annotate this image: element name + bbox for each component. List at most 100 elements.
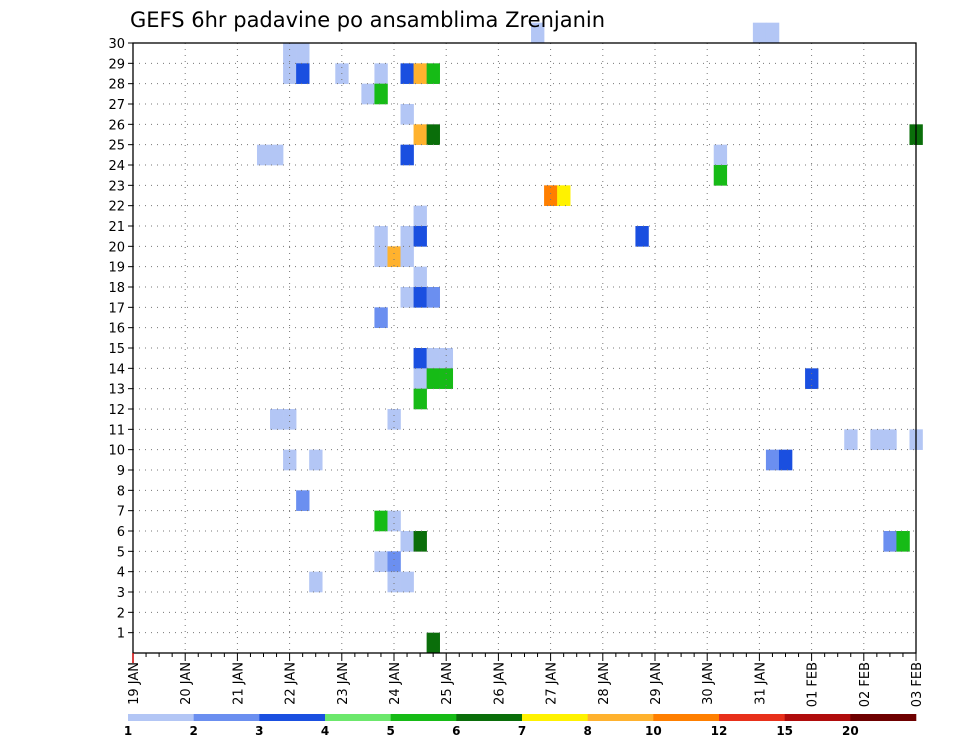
y-tick-label: 9	[117, 464, 125, 479]
x-tick-label: 25 JAN	[440, 662, 455, 705]
heatmap-cell	[256, 144, 271, 166]
heatmap-cell	[426, 63, 440, 84]
axis-ticks	[128, 42, 917, 663]
heatmap-cell	[361, 83, 375, 105]
y-tick-label: 13	[108, 383, 125, 398]
y-tick-label: 12	[108, 403, 125, 418]
heatmap-cell	[270, 409, 284, 430]
colorbar-swatch	[390, 714, 457, 721]
heatmap-cell	[544, 185, 558, 206]
heatmap-cell	[413, 287, 427, 308]
x-tick-label: 20 JAN	[179, 662, 194, 705]
heatmap-cell	[400, 571, 414, 593]
heatmap-cell	[413, 226, 427, 247]
heatmap-cell	[400, 144, 414, 166]
y-tick-label: 26	[108, 118, 125, 133]
colorbar-label: 5	[386, 724, 394, 738]
y-tick-label: 1	[117, 627, 125, 642]
y-tick-label: 10	[108, 444, 125, 459]
x-tick-label: 28 JAN	[597, 662, 612, 705]
heatmap-cell	[387, 409, 401, 430]
x-tick-label: 23 JAN	[336, 662, 351, 705]
heatmap-cell	[309, 449, 323, 471]
heatmap-cell	[270, 144, 284, 166]
y-tick-label: 22	[108, 200, 125, 215]
heatmap-cell	[400, 63, 414, 84]
y-tick-label: 27	[108, 98, 125, 113]
heatmap-cell	[439, 368, 454, 389]
heatmap-cell	[883, 531, 897, 552]
heatmap-cell	[896, 531, 910, 552]
colorbar-swatch	[587, 714, 654, 721]
y-tick-label: 3	[117, 586, 125, 601]
colorbar-swatch	[259, 714, 326, 721]
x-tick-label: 02 FEB	[858, 662, 873, 707]
y-tick-label: 20	[108, 240, 125, 255]
heatmap-cell	[400, 246, 414, 267]
y-tick-label: 8	[117, 484, 125, 499]
y-tick-label: 23	[108, 179, 125, 194]
heatmap-cell	[713, 144, 728, 166]
heatmap-cell	[374, 551, 388, 572]
heatmap-cell	[844, 429, 858, 450]
heatmap-cell	[413, 531, 427, 552]
x-tick-label: 19 JAN	[127, 662, 142, 705]
heatmap-cell	[387, 510, 401, 532]
y-tick-label: 16	[108, 322, 125, 337]
heatmap-cell	[413, 63, 427, 84]
y-tick-label: 6	[117, 525, 125, 540]
colorbar-label: 20	[842, 724, 859, 738]
heatmap-cell	[805, 368, 819, 389]
colorbar-label: 1	[124, 724, 132, 738]
heatmap-cell	[374, 83, 388, 105]
heatmap-cell	[413, 388, 427, 410]
heatmap-cell	[387, 571, 401, 593]
heatmap-cell	[765, 449, 780, 471]
heatmap-cell	[283, 409, 297, 430]
colorbar-swatch	[522, 714, 588, 721]
heatmap-cell	[413, 205, 427, 227]
colorbar-swatch	[850, 714, 917, 721]
colorbar-swatch	[193, 714, 260, 721]
x-tick-label: 26 JAN	[492, 662, 507, 705]
heatmap-cell	[283, 43, 297, 64]
x-tick-label: 24 JAN	[388, 662, 403, 705]
heatmap-cell	[531, 22, 545, 44]
y-tick-label: 17	[108, 301, 125, 316]
colorbar-label: 6	[452, 724, 460, 738]
heatmap-cell	[426, 632, 440, 654]
colorbar-label: 3	[255, 724, 263, 738]
y-tick-label: 29	[108, 57, 125, 72]
heatmap-cell	[309, 571, 323, 593]
heatmap-cell	[400, 226, 414, 247]
heatmap-cell	[752, 22, 767, 44]
heatmap-cell	[374, 246, 388, 267]
heatmap-cell	[387, 551, 401, 572]
heatmap-cell	[296, 63, 310, 84]
heatmap-cell	[426, 348, 440, 369]
heatmap-cell	[400, 287, 414, 308]
heatmap-cell	[778, 449, 793, 471]
heatmap-cell	[374, 226, 388, 247]
heatmap-cell	[296, 43, 310, 64]
heatmap-cell	[283, 449, 297, 471]
colorbar-swatch	[128, 714, 194, 721]
heatmap-cell	[413, 266, 427, 288]
colorbar-swatch	[456, 714, 523, 721]
y-tick-label: 2	[117, 606, 125, 621]
heatmap-cell	[870, 429, 884, 450]
heatmap-cell	[439, 348, 454, 369]
x-tick-label: 31 JAN	[753, 662, 768, 705]
colorbar-label: 10	[645, 724, 662, 738]
colorbar-label: 4	[321, 724, 329, 738]
y-tick-label: 25	[108, 139, 125, 154]
x-tick-label: 22 JAN	[284, 662, 299, 705]
y-tick-label: 19	[108, 261, 125, 276]
y-tick-label: 30	[108, 37, 125, 52]
heatmap-cell	[557, 185, 571, 206]
colorbar-label: 7	[518, 724, 526, 738]
y-tick-label: 14	[108, 362, 125, 377]
heatmap-cell	[413, 348, 427, 369]
